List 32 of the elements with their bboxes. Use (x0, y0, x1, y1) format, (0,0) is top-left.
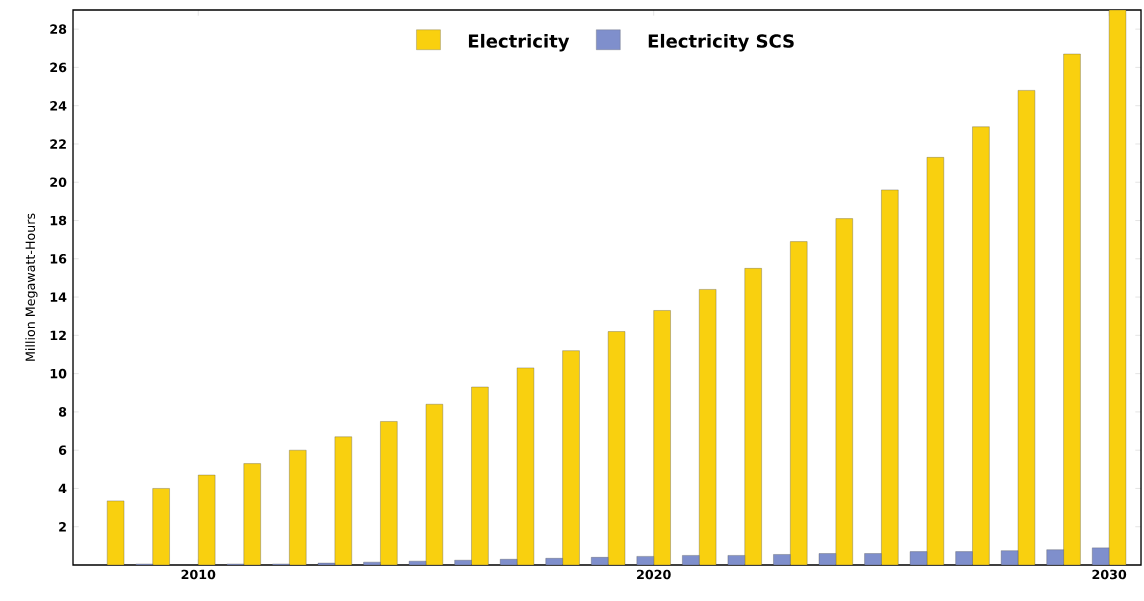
bar (380, 421, 398, 565)
y-tick-label: 26 (50, 62, 67, 73)
bar (653, 310, 671, 565)
x-tick-label: 2030 (1092, 569, 1127, 580)
bar (243, 463, 261, 565)
y-tick-label: 18 (50, 215, 67, 226)
y-tick-label: 4 (58, 483, 67, 494)
bar (1063, 53, 1081, 565)
bar (289, 450, 307, 565)
y-tick-label: 8 (58, 407, 67, 417)
bar (471, 386, 489, 565)
bar (790, 241, 808, 565)
y-tick-label: 10 (50, 368, 67, 379)
bar (562, 350, 580, 565)
y-tick-label: 22 (50, 139, 66, 149)
legend-label: Electricity (468, 33, 570, 52)
y-tick-label: 6 (58, 445, 67, 455)
y-tick-label: 28 (50, 24, 67, 34)
bar (972, 126, 990, 565)
y-axis-title: Million Megawatt-Hours (25, 213, 38, 361)
y-tick-label: 2 (59, 522, 66, 532)
y-tick-label: 20 (50, 177, 67, 188)
legend-label: Electricity SCS (648, 33, 794, 52)
y-tick-label: 16 (50, 254, 67, 264)
x-tick-label: 2010 (181, 569, 216, 580)
y-tick-label: 12 (50, 330, 66, 341)
bar (152, 488, 170, 565)
bar (744, 268, 762, 565)
bar (881, 189, 899, 565)
y-tick-label: 14 (50, 292, 67, 302)
x-tick-label: 2020 (637, 569, 671, 580)
y-tick-label: 24 (50, 100, 67, 111)
